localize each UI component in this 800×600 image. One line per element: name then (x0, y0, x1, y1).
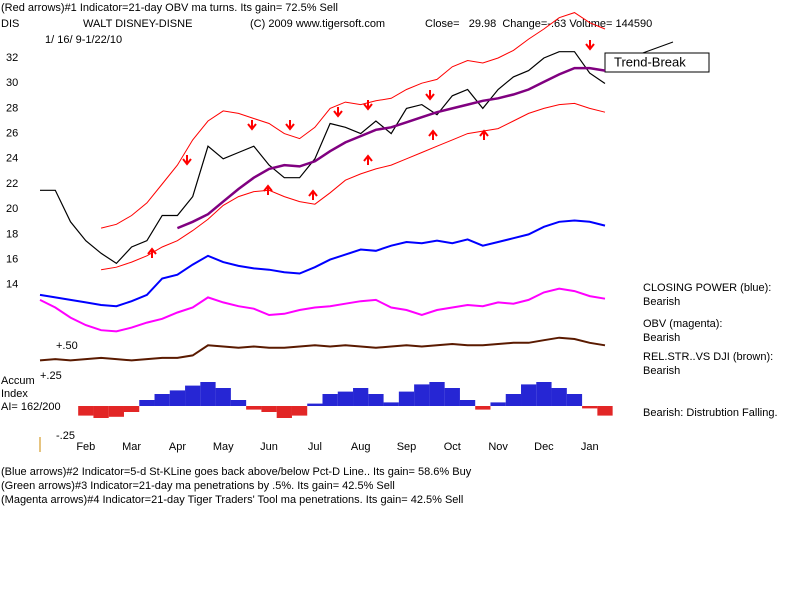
y-tick-label: 16 (6, 254, 18, 266)
y-tick-label: 18 (6, 228, 18, 240)
accum-bar (185, 385, 201, 406)
trend-break-label: Trend-Break (614, 54, 686, 69)
y-tick-label: +.25 (40, 370, 62, 382)
x-tick-label: Jul (308, 441, 322, 453)
quote: Close= 29.98 Change=-.63 Volume= 144590 (425, 18, 652, 30)
y-tick-label: 30 (6, 77, 18, 89)
accum-bar (566, 394, 583, 406)
x-tick-label: May (213, 441, 234, 453)
side-label: Bearish: Distrubtion Falling. (643, 407, 778, 419)
series-line (39, 219, 606, 308)
x-tick-label: Nov (488, 441, 508, 453)
series-line (39, 336, 606, 362)
accum-bar (291, 406, 308, 416)
buy-arrows (147, 129, 489, 258)
date-range: 1/ 16/ 9-1/22/10 (45, 34, 122, 46)
accum-bar (353, 388, 369, 406)
side-label: OBV (magenta): (643, 318, 722, 330)
y-tick-label: 32 (6, 52, 18, 64)
accum-bar (322, 394, 338, 406)
footer-line: (Blue arrows)#2 Indicator=5-d St-KLine g… (1, 466, 472, 478)
series-line (39, 287, 606, 333)
accum-bar (337, 391, 354, 406)
accum-bar (551, 388, 567, 406)
accum-bar (307, 403, 323, 406)
copyright: (C) 2009 www.tigersoft.com (250, 18, 385, 30)
y-tick-label: -.25 (56, 430, 75, 442)
footer-line: (Magenta arrows)#4 Indicator=21-day Tige… (1, 494, 463, 506)
side-label: Bearish (643, 365, 680, 377)
accum-bar (521, 384, 537, 406)
y-tick-label: 14 (6, 279, 18, 291)
accum-bar (139, 400, 155, 406)
accum-bar (246, 406, 262, 410)
symbol: DIS (1, 18, 19, 30)
accum-bar (536, 382, 552, 406)
sell-arrows (182, 40, 595, 166)
y-tick-label: 26 (6, 128, 18, 140)
side-label: Bearish (643, 332, 680, 344)
accum-bar (93, 406, 109, 418)
y-tick-label: +.50 (56, 340, 78, 352)
series-line (101, 102, 606, 271)
accum-label: AI= 162/200 (1, 401, 61, 413)
accum-bar (230, 400, 247, 406)
side-label: Bearish (643, 296, 680, 308)
accum-bar (200, 382, 216, 406)
accum-bar (383, 402, 399, 406)
series-line (100, 12, 606, 229)
x-tick-label: Apr (169, 441, 186, 453)
accum-bar (582, 406, 598, 409)
accum-bar (444, 388, 460, 406)
y-tick-label: 24 (6, 153, 18, 165)
accum-bar (154, 394, 170, 406)
side-label: REL.STR..VS DJI (brown): (643, 351, 773, 363)
accum-bar (597, 406, 613, 416)
accum-bar (398, 391, 415, 406)
accum-bar (505, 394, 522, 406)
accum-bar (429, 382, 445, 406)
accum-bar (475, 406, 491, 410)
y-tick-label: 22 (6, 178, 18, 190)
x-tick-label: Aug (351, 441, 371, 453)
series-line (40, 51, 606, 265)
x-tick-label: Jan (581, 441, 599, 453)
accum-bar (276, 406, 292, 418)
footer-line: (Green arrows)#3 Indicator=21-day ma pen… (1, 480, 395, 492)
y-tick-label: 20 (6, 203, 18, 215)
accum-label: Index (1, 388, 28, 400)
trend-break-box (604, 52, 710, 73)
accum-bar (368, 394, 384, 406)
x-tick-label: Dec (534, 441, 554, 453)
accum-bar (490, 402, 506, 406)
accum-bar (215, 388, 231, 406)
x-tick-label: Oct (444, 441, 461, 453)
x-tick-label: Jun (260, 441, 278, 453)
header-line: (Red arrows)#1 Indicator=21-day OBV ma t… (1, 2, 338, 14)
accum-bar (261, 406, 277, 412)
accum-bar (78, 406, 94, 416)
series-line (176, 66, 606, 230)
accum-bar (459, 400, 476, 406)
x-tick-label: Mar (122, 441, 141, 453)
x-tick-label: Sep (397, 441, 417, 453)
accum-bar (123, 406, 140, 412)
accum-bar (169, 390, 186, 406)
x-tick-label: Feb (76, 441, 95, 453)
y-tick-label: 28 (6, 102, 18, 114)
company: WALT DISNEY-DISNE (83, 18, 192, 30)
side-label: CLOSING POWER (blue): (643, 282, 771, 294)
accum-bar (108, 406, 124, 417)
accum-bar (414, 384, 430, 406)
callout-line (639, 41, 674, 55)
accum-label: Accum (1, 375, 35, 387)
